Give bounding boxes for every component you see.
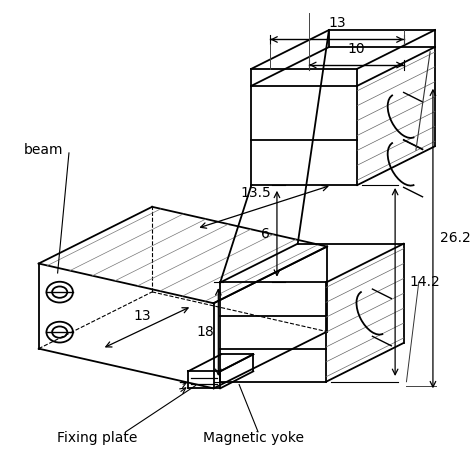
Text: 13.5: 13.5 [241,186,272,200]
Text: Magnetic yoke: Magnetic yoke [203,431,304,446]
Text: 26.2: 26.2 [439,231,470,246]
Text: 18: 18 [196,325,214,339]
Text: 10: 10 [347,42,365,55]
Text: 13: 13 [133,309,151,322]
Text: 14.2: 14.2 [410,275,440,289]
Text: 13: 13 [328,16,346,30]
Text: Fixing plate: Fixing plate [57,431,137,446]
Text: 6: 6 [261,227,270,241]
Text: beam: beam [24,143,63,157]
